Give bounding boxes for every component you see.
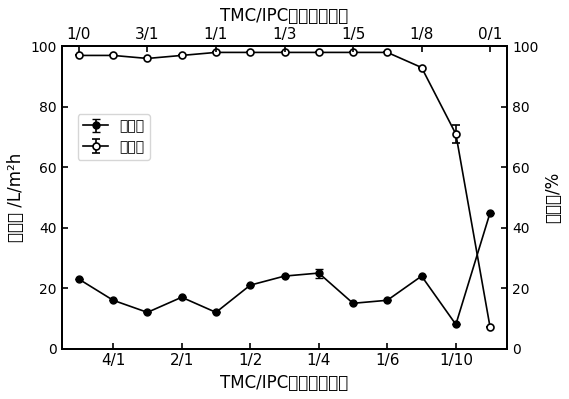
X-axis label: TMC/IPC官能团摩尔比: TMC/IPC官能团摩尔比 <box>220 7 349 25</box>
Y-axis label: 水通量 /L/m²h: 水通量 /L/m²h <box>7 153 25 242</box>
X-axis label: TMC/IPC官能团摩尔比: TMC/IPC官能团摩尔比 <box>220 374 349 392</box>
Legend: 水通量, 截留率: 水通量, 截留率 <box>77 114 150 160</box>
Y-axis label: 截留率/%: 截留率/% <box>544 172 562 223</box>
